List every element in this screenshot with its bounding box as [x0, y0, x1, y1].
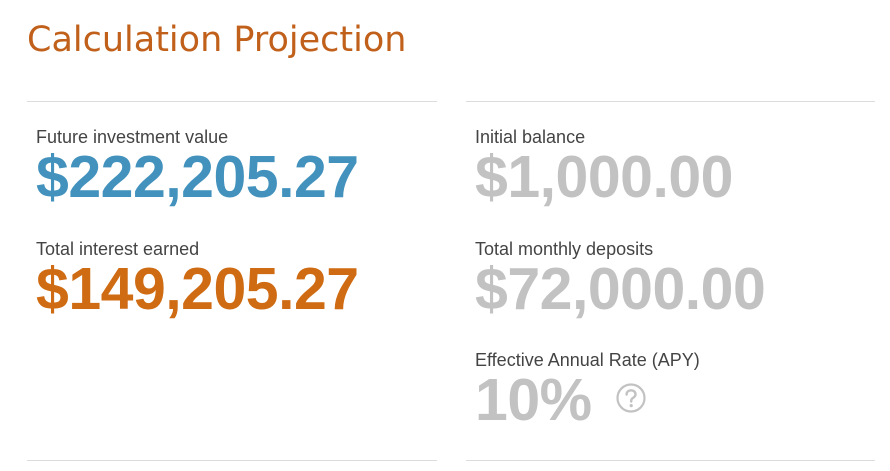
future-investment-value-label: Future investment value — [36, 127, 229, 147]
effective-annual-rate-row: 10% — [475, 367, 700, 433]
total-monthly-deposits-stat: Total monthly deposits $72,000.00 — [475, 238, 766, 322]
question-circle-icon[interactable] — [615, 383, 646, 413]
future-investment-value-amount: $222,205.27 — [36, 144, 359, 210]
effective-annual-rate-amount: 10% — [475, 367, 592, 433]
total-monthly-deposits-amount: $72,000.00 — [475, 256, 766, 322]
total-interest-earned-amount: $149,205.27 — [36, 256, 359, 322]
page-title: Calculation Projection — [27, 20, 407, 60]
total-interest-earned-label: Total interest earned — [36, 239, 200, 259]
initial-balance-label: Initial balance — [475, 127, 586, 147]
effective-annual-rate-label: Effective Annual Rate (APY) — [475, 350, 700, 370]
effective-annual-rate-stat: Effective Annual Rate (APY) 10% — [475, 349, 700, 431]
total-monthly-deposits-label: Total monthly deposits — [475, 239, 654, 259]
initial-balance-amount: $1,000.00 — [475, 144, 733, 210]
total-interest-earned-stat: Total interest earned $149,205.27 — [36, 238, 359, 320]
future-investment-value-stat: Future investment value $222,205.27 — [36, 126, 359, 208]
initial-balance-stat: Initial balance $1,000.00 — [475, 126, 733, 208]
projection-details-panel: Initial balance $1,000.00 Total monthly … — [466, 101, 875, 461]
question-circle-icon-graphic — [615, 383, 646, 413]
projection-summary-panel: Future investment value $222,205.27 Tota… — [27, 101, 437, 461]
